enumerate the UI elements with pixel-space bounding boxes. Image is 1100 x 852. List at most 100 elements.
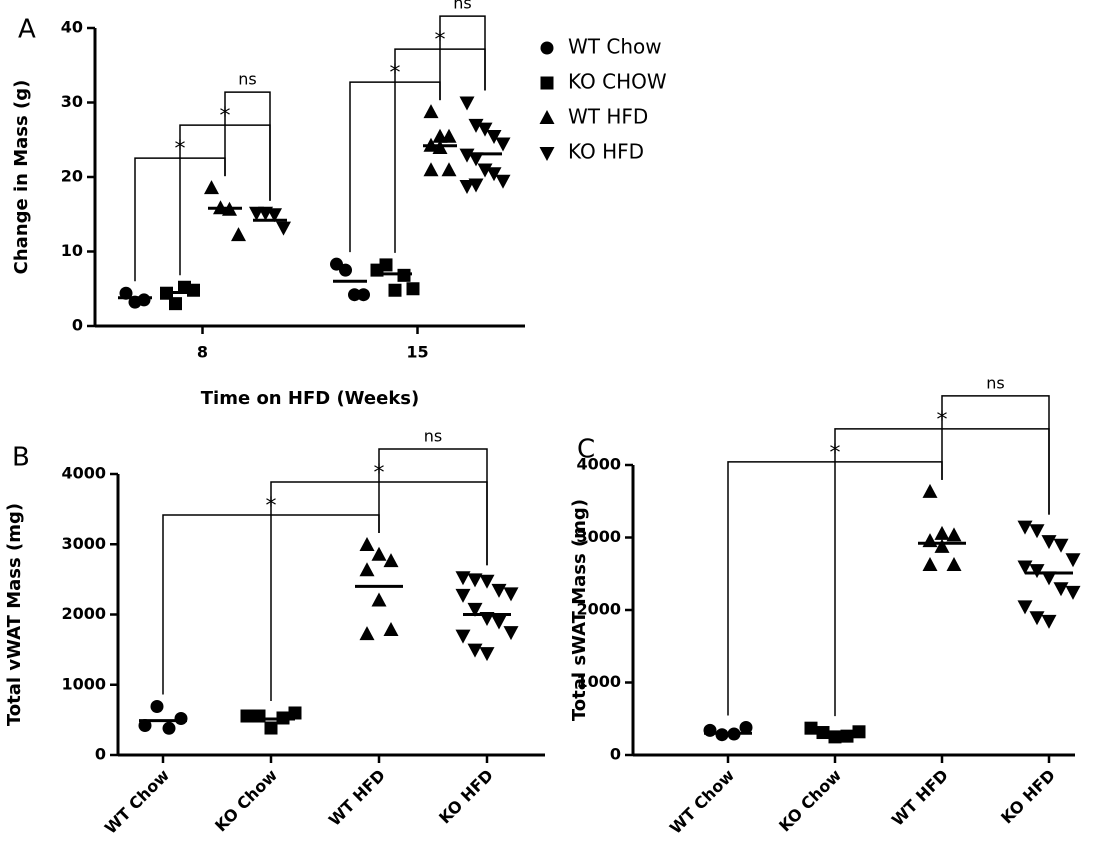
point xyxy=(467,573,483,588)
significance-label: ns xyxy=(424,426,442,445)
x-tick-label: KO Chow xyxy=(775,765,845,835)
point xyxy=(703,723,717,737)
y-tick-label: 0 xyxy=(95,745,106,764)
point xyxy=(946,527,962,542)
point xyxy=(739,720,753,734)
panel-label: C xyxy=(577,435,595,465)
significance-bracket xyxy=(378,448,488,566)
point xyxy=(922,483,938,498)
significance-label: ns xyxy=(986,373,1004,392)
point xyxy=(138,718,152,732)
point xyxy=(455,629,471,644)
point xyxy=(1017,600,1033,615)
y-tick-label: 0 xyxy=(610,745,621,764)
point xyxy=(922,533,938,548)
point xyxy=(204,180,219,195)
point xyxy=(264,721,278,735)
point xyxy=(467,643,483,658)
point xyxy=(1041,571,1057,586)
x-tick-label: 8 xyxy=(197,343,208,362)
point xyxy=(383,621,399,636)
y-tick-label: 3000 xyxy=(61,534,106,553)
point xyxy=(946,557,962,572)
y-tick-label: 2000 xyxy=(61,604,106,623)
point xyxy=(1053,582,1069,597)
point xyxy=(495,174,511,189)
point xyxy=(379,258,393,272)
point xyxy=(455,588,471,603)
point xyxy=(934,525,950,540)
point xyxy=(371,546,387,561)
y-axis-label: Change in Mass (g) xyxy=(11,80,32,275)
legend-marker xyxy=(540,41,554,55)
point xyxy=(1041,535,1057,550)
y-tick-label: 1000 xyxy=(576,672,621,691)
point xyxy=(459,96,475,111)
point xyxy=(1017,520,1033,535)
y-tick-label: 20 xyxy=(61,167,83,186)
point xyxy=(1017,560,1033,575)
x-tick-label: KO HFD xyxy=(997,766,1059,828)
point xyxy=(383,553,399,568)
point xyxy=(441,162,457,177)
x-tick-label: KO HFD xyxy=(435,766,497,828)
point xyxy=(468,178,484,193)
point xyxy=(503,587,519,602)
point xyxy=(479,647,495,662)
point xyxy=(240,709,254,723)
point xyxy=(359,562,375,577)
point xyxy=(467,602,483,617)
point xyxy=(491,615,507,630)
y-tick-label: 10 xyxy=(61,241,83,260)
point xyxy=(441,128,457,143)
point xyxy=(339,263,352,277)
point xyxy=(455,571,471,586)
point xyxy=(388,283,402,297)
x-tick-label: WT HFD xyxy=(888,766,952,830)
point xyxy=(150,700,164,714)
point xyxy=(1029,564,1045,579)
panel-label: A xyxy=(18,15,36,45)
y-tick-label: 1000 xyxy=(61,674,106,693)
x-tick-label: WT Chow xyxy=(666,765,738,837)
point xyxy=(348,288,361,302)
point xyxy=(479,574,495,589)
x-tick-label: WT Chow xyxy=(101,765,173,837)
y-tick-label: 0 xyxy=(72,316,83,335)
point xyxy=(276,221,291,236)
significance-bracket xyxy=(224,91,271,201)
point xyxy=(459,179,475,194)
point xyxy=(503,626,519,641)
point xyxy=(406,282,420,296)
y-tick-label: 2000 xyxy=(576,600,621,619)
point xyxy=(169,297,182,311)
point xyxy=(252,709,266,723)
legend-marker xyxy=(540,76,554,90)
point xyxy=(477,163,493,178)
panel-label: B xyxy=(12,443,30,473)
point xyxy=(162,721,176,735)
point xyxy=(137,293,151,307)
point xyxy=(1041,614,1057,629)
legend-label: WT Chow xyxy=(568,35,662,59)
point xyxy=(486,167,502,182)
point xyxy=(486,130,502,145)
point xyxy=(423,162,439,177)
legend-marker xyxy=(539,147,555,161)
y-tick-label: 3000 xyxy=(576,527,621,546)
point xyxy=(922,557,938,572)
point xyxy=(288,706,302,720)
point xyxy=(934,538,950,553)
x-tick-label: WT HFD xyxy=(325,766,389,830)
point xyxy=(468,152,484,167)
y-axis-label: Total vWAT Mass (mg) xyxy=(4,503,25,726)
point xyxy=(267,208,282,223)
point xyxy=(359,536,375,551)
point xyxy=(477,122,493,137)
y-axis-label: Total sWAT Mass (mg) xyxy=(569,499,590,721)
point xyxy=(1053,538,1069,553)
x-axis-label: Time on HFD (Weeks) xyxy=(201,388,419,409)
y-tick-label: 4000 xyxy=(61,464,106,483)
point xyxy=(491,583,507,598)
